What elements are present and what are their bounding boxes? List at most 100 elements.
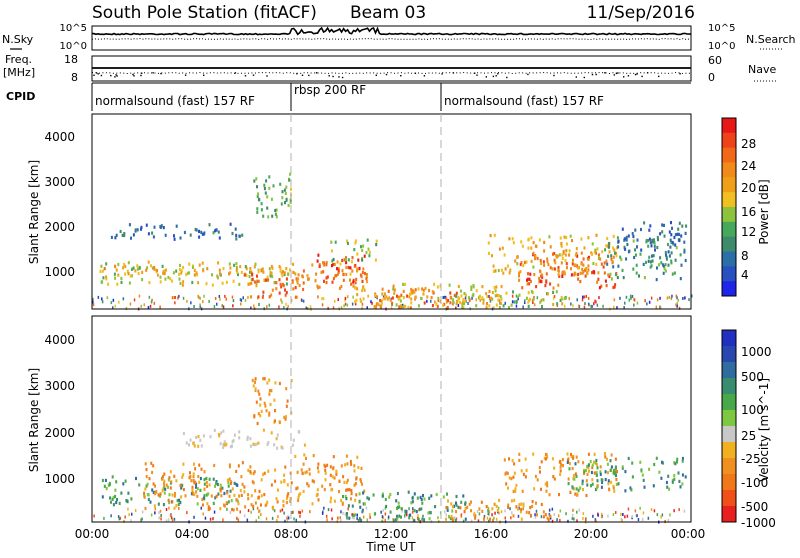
data-cell: [193, 462, 195, 466]
scatter-cell: [330, 508, 333, 512]
data-cell: [615, 478, 618, 482]
data-cell: [671, 240, 674, 245]
data-cell: [212, 477, 215, 481]
nave-point: [132, 73, 134, 76]
scatter-cell: [533, 303, 536, 307]
data-cell: [397, 295, 400, 299]
data-cell: [352, 280, 355, 284]
scatter-cell: [123, 519, 125, 523]
time-tick: 08:00: [274, 527, 309, 541]
data-cell: [629, 486, 632, 490]
data-cell: [468, 296, 470, 300]
data-cell: [433, 282, 436, 286]
scatter-cell: [158, 511, 160, 515]
data-cell: [513, 300, 516, 304]
data-cell: [613, 248, 616, 252]
data-cell: [436, 304, 439, 308]
scatter-cell: [628, 298, 630, 302]
data-cell: [516, 262, 519, 266]
data-cell: [317, 498, 320, 502]
data-cell: [351, 256, 354, 260]
data-cell: [233, 433, 236, 437]
data-cell: [419, 495, 422, 499]
scatter-cell: [344, 512, 347, 516]
data-cell: [162, 270, 165, 274]
scatter-cell: [384, 512, 387, 516]
data-cell: [362, 491, 365, 495]
data-cell: [552, 252, 554, 256]
data-cell: [612, 471, 615, 475]
data-cell: [381, 519, 384, 523]
data-cell: [562, 249, 565, 253]
data-cell: [557, 269, 560, 273]
data-cell: [268, 378, 271, 382]
power-panel-frame: [91, 113, 692, 310]
data-cell: [656, 245, 659, 250]
data-cell: [238, 282, 241, 286]
data-cell: [673, 235, 676, 240]
data-cell: [355, 493, 358, 497]
data-cell: [252, 504, 255, 508]
data-cell: [515, 483, 518, 488]
data-cell: [134, 269, 137, 273]
data-cell: [620, 257, 623, 262]
data-cell: [449, 517, 452, 521]
data-cell: [296, 281, 299, 285]
scatter-cell: [165, 508, 168, 511]
data-cell: [574, 462, 577, 466]
data-cell: [191, 280, 194, 285]
data-cell: [482, 301, 485, 305]
data-cell: [257, 495, 260, 499]
data-cell: [119, 229, 122, 234]
data-cell: [676, 460, 678, 464]
data-cell: [338, 479, 341, 483]
scatter-cell: [676, 296, 678, 300]
data-cell: [255, 284, 258, 288]
data-cell: [610, 453, 613, 457]
data-cell: [457, 295, 460, 299]
data-cell: [220, 494, 223, 498]
data-cell: [325, 281, 328, 285]
data-cell: [168, 493, 171, 497]
data-cell: [208, 483, 211, 487]
data-cell: [223, 440, 226, 444]
data-cell: [268, 389, 271, 393]
scatter-cell: [208, 299, 210, 303]
noise-left-tick-bottom: 10^0: [60, 41, 87, 52]
data-cell: [147, 493, 150, 497]
data-cell: [216, 274, 219, 278]
data-cell: [631, 475, 634, 479]
nave-point: [623, 76, 625, 78]
data-cell: [331, 264, 333, 268]
data-cell: [141, 278, 144, 282]
data-cell: [683, 250, 686, 254]
scatter-cell: [457, 304, 460, 307]
data-cell: [260, 208, 263, 212]
data-cell: [101, 478, 104, 483]
data-cell: [586, 483, 589, 487]
velocity-y-label: Slant Range [km]: [27, 368, 41, 472]
data-cell: [643, 276, 646, 280]
data-cell: [252, 481, 255, 485]
data-cell: [418, 507, 421, 511]
data-cell: [673, 461, 676, 465]
data-cell: [593, 452, 596, 456]
data-cell: [518, 271, 521, 275]
data-cell: [130, 497, 133, 501]
scatter-cell: [683, 509, 686, 513]
data-cell: [352, 278, 355, 282]
data-cell: [144, 462, 147, 466]
data-cell: [565, 262, 568, 266]
scatter-cell: [633, 298, 636, 302]
scatter-cell: [656, 298, 659, 302]
data-cell: [269, 271, 272, 275]
data-cell: [647, 259, 650, 263]
data-cell: [331, 467, 334, 471]
scatter-cell: [578, 508, 580, 512]
scatter-cell: [613, 305, 615, 309]
data-cell: [308, 472, 311, 476]
data-cell: [599, 472, 602, 476]
nave-point: [140, 74, 142, 77]
data-cell: [600, 485, 603, 489]
data-cell: [570, 452, 572, 457]
